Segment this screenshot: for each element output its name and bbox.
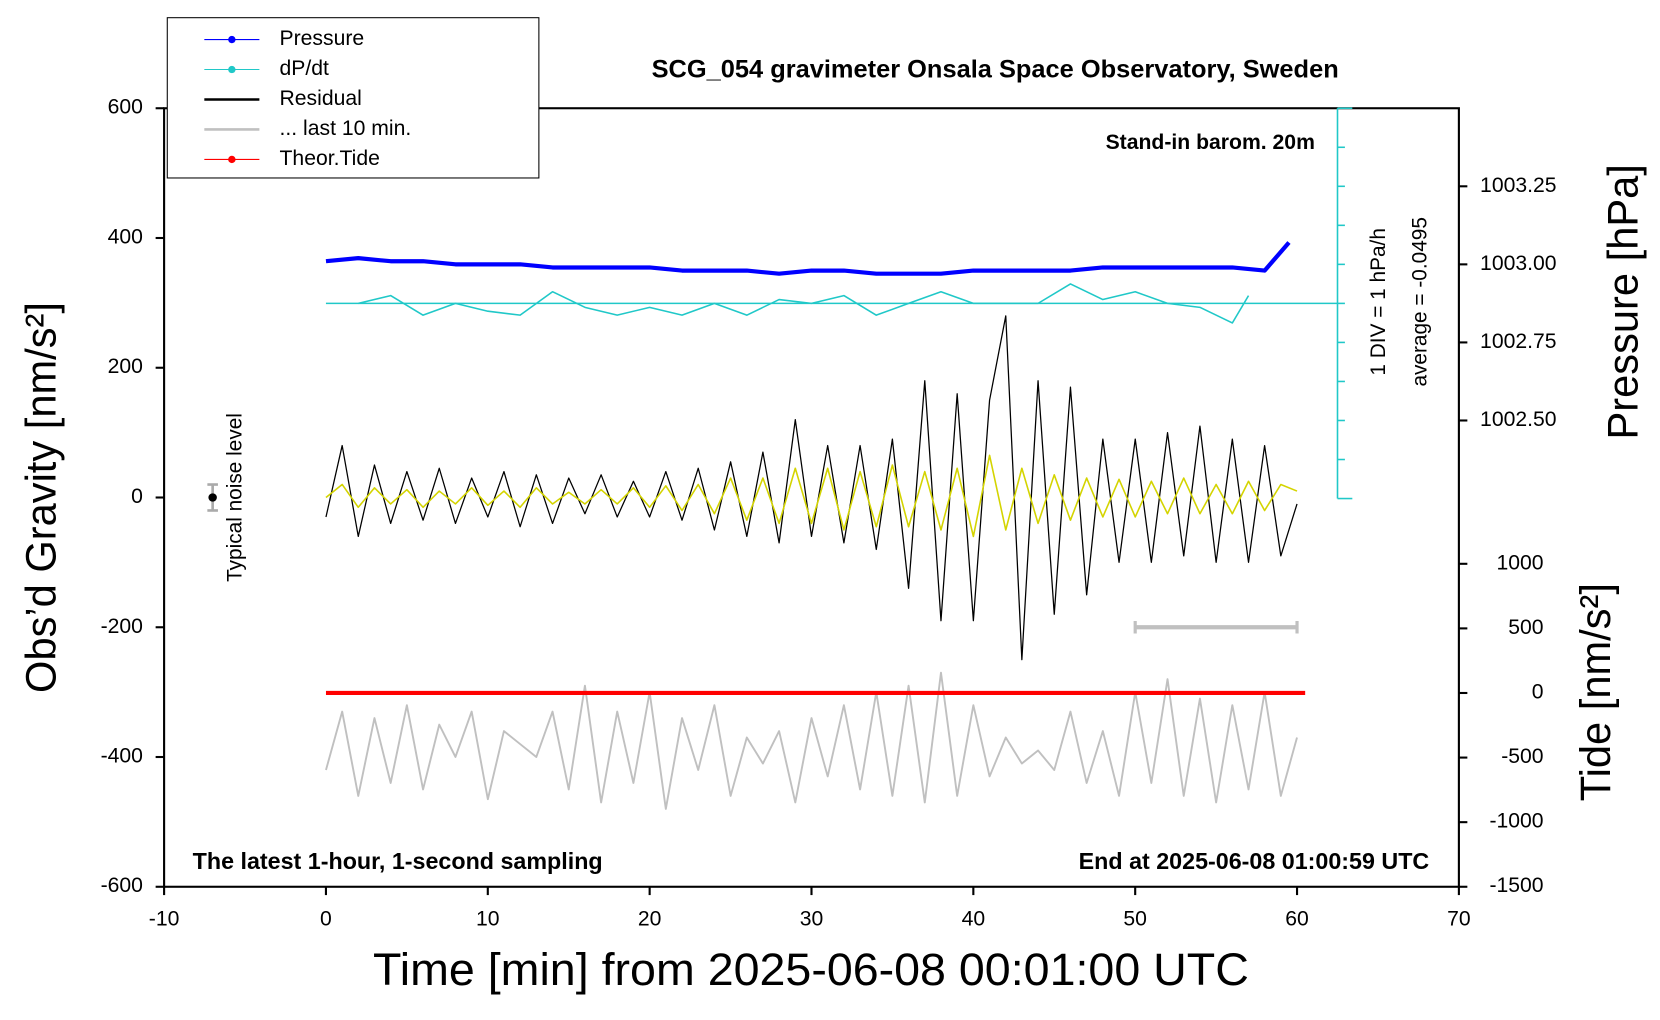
noise-note: Typical noise level — [224, 413, 247, 582]
legend-box — [166, 17, 540, 179]
series-line — [325, 241, 1291, 276]
x-tick-label: 60 — [1285, 908, 1309, 931]
y3-tick-label: 0 — [1532, 681, 1544, 704]
y2-tick-label: 1003.00 — [1480, 252, 1557, 275]
x-tick-label: -10 — [149, 908, 180, 931]
y3-tick-label: -1000 — [1489, 810, 1543, 833]
y2-tick-label: 1002.75 — [1480, 330, 1557, 353]
legend-label: Theor.Tide — [279, 147, 379, 170]
y-tick-label: -600 — [101, 874, 143, 897]
legend-marker — [228, 65, 236, 74]
division-note: 1 DIV = 1 hPa/h — [1367, 228, 1390, 375]
x-tick-label: 30 — [800, 908, 824, 931]
series-line — [325, 315, 1298, 661]
y2-axis-label: Pressure [hPa] — [1599, 164, 1646, 439]
y3-axis-label: Tide [nm/s²] — [1572, 583, 1619, 801]
series-line — [358, 283, 1250, 324]
x-tick-label: 50 — [1123, 908, 1147, 931]
y3-tick-label: 1000 — [1497, 551, 1544, 574]
legend-label: Residual — [279, 87, 361, 110]
y-tick-label: -400 — [101, 745, 143, 768]
y-tick-label: -200 — [101, 615, 143, 638]
y2-tick-label: 1003.25 — [1480, 174, 1557, 197]
y3-tick-label: -1500 — [1489, 874, 1543, 897]
legend-marker — [228, 35, 236, 44]
legend-marker — [228, 155, 236, 164]
legend-label: ... last 10 min. — [279, 117, 411, 140]
x-tick-label: 10 — [476, 908, 500, 931]
x-tick-label: 20 — [638, 908, 662, 931]
y2-tick-label: 1002.50 — [1480, 408, 1557, 431]
average-note: average = -0.0495 — [1408, 217, 1431, 386]
y-tick-label: 400 — [108, 226, 143, 249]
y-tick-label: 0 — [131, 485, 143, 508]
chart-title: SCG_054 gravimeter Onsala Space Observat… — [652, 56, 1339, 84]
x-tick-label: 0 — [320, 908, 332, 931]
plot-frame — [163, 107, 1460, 888]
x-tick-label: 70 — [1447, 908, 1471, 931]
legend-label: Pressure — [279, 27, 364, 50]
y-axis-label: Obs’d Gravity [nm/s²] — [17, 302, 64, 693]
x-tick-label: 40 — [962, 908, 986, 931]
legend-label: dP/dt — [279, 57, 329, 80]
sampling-note: The latest 1-hour, 1-second sampling — [193, 848, 603, 874]
plot-root: SCG_054 gravimeter Onsala Space Observat… — [17, 17, 1646, 996]
noise-point — [208, 493, 217, 502]
end-note: End at 2025-06-08 01:00:59 UTC — [1079, 848, 1430, 874]
barometer-note: Stand-in barom. 20m — [1106, 131, 1315, 154]
y3-tick-label: -500 — [1501, 745, 1543, 768]
y-tick-label: 200 — [108, 355, 143, 378]
y-tick-label: 600 — [108, 96, 143, 119]
series-line — [325, 454, 1298, 538]
y3-tick-label: 500 — [1508, 616, 1543, 639]
x-axis-label: Time [min] from 2025-06-08 00:01:00 UTC — [373, 944, 1249, 996]
